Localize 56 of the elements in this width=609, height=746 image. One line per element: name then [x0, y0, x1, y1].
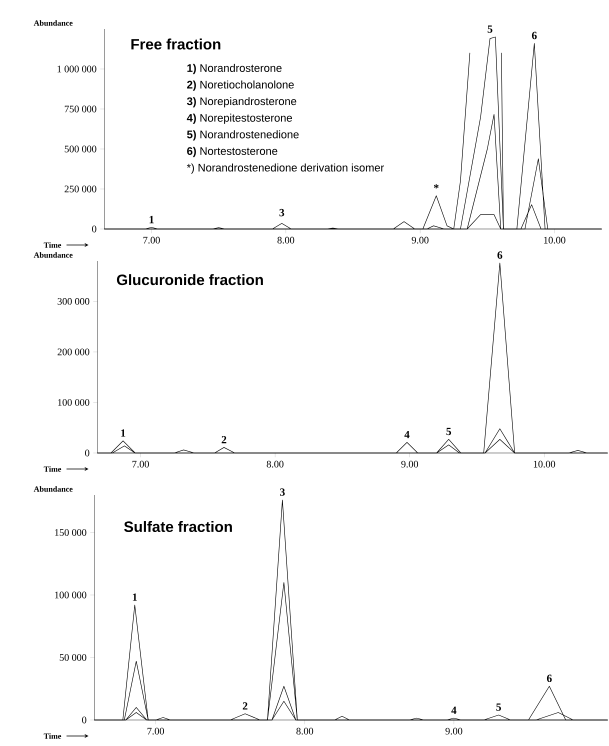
x-tick-label: 8.00 — [296, 728, 313, 735]
y-tick-label: 50 000 — [60, 654, 86, 661]
x-tick-label: 7.00 — [143, 236, 160, 244]
annotation: 1 — [132, 594, 137, 601]
y-tick-label: 200 000 — [57, 348, 90, 356]
annotation: 3 — [280, 488, 285, 496]
annotation: 5 — [496, 703, 501, 711]
y-tick-label: 100 000 — [54, 592, 86, 598]
annotation: 3 — [279, 208, 284, 216]
y-axis-title: Abundance — [34, 20, 72, 26]
y-axis-title: Abundance — [34, 486, 72, 492]
y-tick-label: 750 000 — [64, 106, 96, 112]
annotation: 2 — [221, 436, 226, 444]
annotation: 4 — [404, 430, 410, 438]
x-axis-title: Time — [44, 466, 61, 472]
x-tick-label: 10.00 — [544, 236, 566, 244]
annotation: 5) Norandrostenedione — [186, 130, 298, 141]
annotation: 6) Nortestosterone — [186, 146, 278, 158]
text: Free fraction — [131, 38, 220, 50]
y-tick-label: 0 — [84, 450, 90, 456]
annotation: 4) Norepitestosterone — [186, 114, 292, 124]
y-tick-label: 0 — [82, 716, 86, 724]
x-axis-title: Time — [44, 242, 61, 248]
annotation: 5 — [446, 428, 451, 436]
x-axis-title: Time — [44, 733, 61, 739]
x-tick-label: 7.00 — [132, 460, 149, 468]
y-tick-label: 150 000 — [54, 529, 86, 536]
x-tick-label: 9.00 — [401, 460, 418, 468]
x-tick-label: 9.00 — [412, 236, 428, 244]
x-tick-label: 7.00 — [147, 728, 164, 735]
annotation: 6 — [546, 674, 552, 682]
x-tick-label: 8.00 — [277, 236, 294, 244]
y-tick-label: 300 000 — [57, 298, 90, 305]
x-tick-label: 8.00 — [266, 460, 284, 468]
annotation: 5 — [487, 25, 492, 33]
text: Sulfate fraction — [124, 521, 232, 532]
annotation: 4 — [451, 706, 456, 714]
annotation: 2 — [242, 702, 248, 710]
y-axis-title: Abundance — [34, 252, 72, 258]
y-tick-label: 100 000 — [58, 399, 90, 406]
annotation: 6 — [497, 251, 502, 259]
annotation: 6 — [532, 32, 537, 40]
y-tick-label: 250 000 — [64, 186, 96, 192]
y-tick-label: 1 000 000 — [57, 66, 96, 72]
annotation: 1 — [149, 216, 154, 224]
annotation: 1 — [120, 429, 126, 437]
annotation: *) Norandrostenedione derivation isomer — [186, 163, 384, 174]
annotation: 3) Norepiandrosterone — [186, 97, 296, 108]
annotation: * — [434, 184, 438, 188]
annotation: 1) Norandrosterone — [187, 64, 282, 74]
annotation: 2) Noretiocholanolone — [186, 80, 294, 91]
y-tick-label: 500 000 — [64, 146, 96, 152]
text: Glucuronide fraction — [116, 274, 263, 286]
x-tick-label: 10.00 — [534, 460, 555, 468]
x-tick-label: 9.00 — [445, 728, 462, 735]
y-tick-label: 0 — [92, 226, 96, 232]
